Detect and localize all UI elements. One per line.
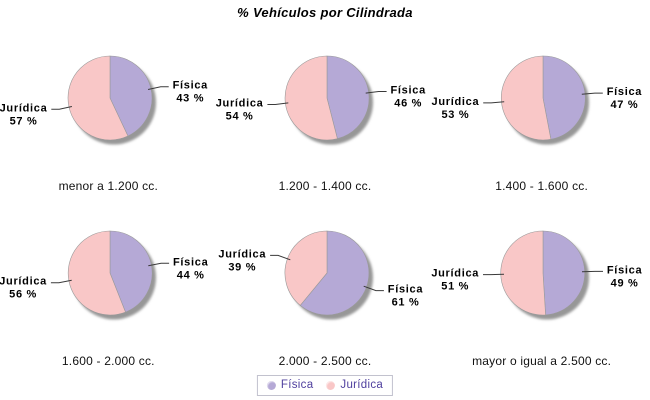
slice-label-value: 54 % bbox=[225, 111, 253, 123]
pie-category-label: 1.600 - 2.000 cc. bbox=[61, 354, 155, 368]
pie-cell: Física 44 % Jurídica 56 % 1.600 - 2.000 cc. bbox=[0, 211, 217, 375]
pie-cell: Física 43 % Jurídica 57 % menor a 1.200 cc. bbox=[0, 36, 217, 211]
slice-label-name: Jurídica bbox=[0, 276, 47, 288]
slice-label-name: Física bbox=[607, 264, 643, 276]
leader-line bbox=[269, 254, 291, 261]
pie-cell: Física 47 % Jurídica 53 % 1.400 - 1.600 cc. bbox=[432, 36, 650, 211]
slice-label-name: Física bbox=[173, 256, 209, 268]
slice-label-name: Jurídica bbox=[218, 248, 266, 260]
slice-label-name: Jurídica bbox=[432, 96, 480, 108]
pie-category-label: 2.000 - 2.500 cc. bbox=[278, 354, 372, 368]
leader-line bbox=[147, 86, 169, 90]
slice-label-name: Física bbox=[173, 80, 209, 92]
leader-line bbox=[582, 92, 604, 95]
legend-item-fisica: Física bbox=[266, 379, 314, 391]
slice-label-value: 49 % bbox=[611, 277, 639, 289]
slice-label-name: Jurídica bbox=[432, 268, 480, 280]
slice-label-name: Jurídica bbox=[0, 102, 48, 114]
slice-label-name: Física bbox=[390, 85, 426, 97]
slice-label-value: 43 % bbox=[176, 93, 204, 105]
slice-label-value: 46 % bbox=[394, 98, 422, 110]
slice-label-value: 61 % bbox=[391, 297, 419, 309]
slice-label-name: Física bbox=[607, 86, 643, 98]
fisica-swatch-icon bbox=[266, 380, 276, 390]
leader-line bbox=[363, 285, 384, 292]
pie-slice-juridica bbox=[500, 230, 547, 316]
legend: Física Jurídica bbox=[256, 375, 394, 396]
legend-label-fisica: Física bbox=[280, 379, 314, 391]
pie-category-label: mayor o igual a 2.500 cc. bbox=[472, 354, 612, 368]
leader-line bbox=[51, 106, 73, 110]
leader-line bbox=[50, 279, 72, 284]
slice-label-value: 57 % bbox=[10, 115, 38, 127]
chart-title: % Vehículos por Cilindrada bbox=[237, 5, 413, 20]
slice-label-value: 39 % bbox=[228, 261, 256, 273]
leader-line bbox=[148, 262, 170, 267]
legend-label-juridica: Jurídica bbox=[340, 379, 384, 391]
pie-cell: Física 61 % Jurídica 39 % 2.000 - 2.500 cc. bbox=[217, 211, 434, 375]
pie-category-label: menor a 1.200 cc. bbox=[58, 179, 159, 193]
pie-grid: Física 43 % Jurídica 57 % menor a 1.200 cc.… bbox=[0, 36, 650, 375]
slice-label-value: 53 % bbox=[442, 109, 470, 121]
leader-line bbox=[483, 101, 505, 104]
juridica-swatch-icon bbox=[326, 380, 336, 390]
slice-label-value: 44 % bbox=[177, 269, 205, 281]
leader-line bbox=[365, 91, 387, 94]
slice-label-value: 51 % bbox=[442, 281, 470, 293]
pie-category-label: 1.200 - 1.400 cc. bbox=[278, 179, 372, 193]
leader-line bbox=[267, 102, 289, 105]
pie-category-label: 1.400 - 1.600 cc. bbox=[495, 179, 589, 193]
slice-label-name: Jurídica bbox=[215, 98, 263, 110]
slice-label-value: 47 % bbox=[611, 99, 639, 111]
slice-label-name: Física bbox=[387, 284, 423, 296]
slice-label-value: 56 % bbox=[9, 289, 37, 301]
pie-cell: Física 49 % Jurídica 51 % mayor o igual a 2… bbox=[432, 211, 650, 375]
pie-cell: Física 46 % Jurídica 54 % 1.200 - 1.400 cc. bbox=[215, 36, 434, 211]
legend-item-juridica: Jurídica bbox=[326, 379, 383, 391]
